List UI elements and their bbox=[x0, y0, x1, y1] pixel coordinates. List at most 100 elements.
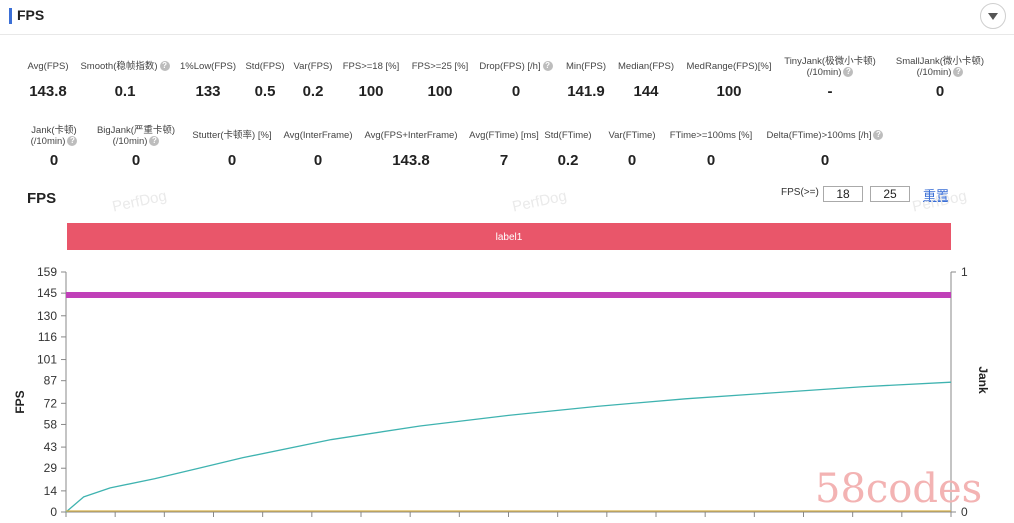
stat-item: MedRange(FPS)[%] 100 bbox=[659, 61, 799, 100]
section-title: FPS bbox=[17, 7, 45, 23]
stat-item: Drop(FPS) [/h]? 0 bbox=[446, 61, 586, 100]
stat-label: Delta(FTime)>100ms [/h]? bbox=[755, 130, 895, 141]
stat-item: Avg(FTime) [ms] 7 bbox=[434, 130, 574, 169]
y-tick-label: 130 bbox=[37, 309, 57, 323]
y-tick-label: 72 bbox=[44, 396, 58, 410]
stat-label: Smooth(稳帧指数)? bbox=[55, 61, 195, 72]
stat-value: 7 bbox=[499, 152, 509, 169]
stat-item: Std(FPS) 0.5 bbox=[195, 61, 335, 100]
stat-item: Avg(FPS) 143.8 bbox=[0, 61, 118, 100]
y2-axis-label: Jank bbox=[976, 366, 990, 394]
stat-value: 100 bbox=[716, 83, 742, 100]
y-tick-label: 101 bbox=[37, 353, 57, 367]
stat-item: Median(FPS) 144 bbox=[576, 61, 716, 100]
stat-label: Std(FPS) bbox=[245, 61, 285, 72]
stat-label: SmallJank(微小卡顿) (/10min)? bbox=[895, 56, 985, 78]
stat-label: Avg(FPS+InterFrame) bbox=[364, 130, 458, 141]
stat-item: FTime>=100ms [%] 0 bbox=[641, 130, 781, 169]
stat-item: Var(FPS) 0.2 bbox=[243, 61, 383, 100]
y2-tick-label: 1 bbox=[961, 265, 968, 279]
stat-value: 133 bbox=[195, 83, 221, 100]
stat-item: Smooth(稳帧指数)? 0.1 bbox=[55, 61, 195, 100]
help-icon[interactable]: ? bbox=[873, 130, 884, 141]
y-tick-label: 87 bbox=[44, 374, 58, 388]
stat-item: Min(FPS) 141.9 bbox=[516, 61, 656, 100]
fps-threshold-low-input[interactable]: 18 bbox=[823, 186, 863, 202]
help-icon[interactable]: ? bbox=[542, 61, 553, 72]
y-tick-label: 159 bbox=[37, 265, 57, 279]
stat-value: 0 bbox=[131, 152, 141, 169]
stat-label: TinyJank(极微小卡顿) (/10min)? bbox=[784, 56, 876, 78]
stat-value: 0.2 bbox=[557, 152, 579, 169]
stat-value: 0 bbox=[313, 152, 323, 169]
stat-label: 1%Low(FPS) bbox=[180, 61, 236, 72]
stat-value: 0 bbox=[511, 83, 521, 100]
stat-item: Var(FTime) 0 bbox=[562, 130, 702, 169]
help-icon[interactable]: ? bbox=[953, 67, 964, 78]
chevron-down-icon bbox=[988, 13, 998, 20]
stat-label: FPS>=25 [%] bbox=[411, 61, 469, 72]
stat-label: FTime>=100ms [%] bbox=[669, 130, 753, 141]
stat-item: FPS>=18 [%] 100 bbox=[301, 61, 441, 100]
stat-label: BigJank(严重卡顿) (/10min)? bbox=[96, 125, 176, 147]
y-tick-label: 0 bbox=[50, 505, 57, 519]
help-icon[interactable]: ? bbox=[843, 67, 854, 78]
stat-value: 143.8 bbox=[392, 152, 430, 169]
fps-threshold-label: FPS(>=) bbox=[781, 187, 819, 198]
stat-value: 100 bbox=[358, 83, 384, 100]
stat-value: 0.2 bbox=[302, 83, 324, 100]
y-tick-label: 29 bbox=[44, 461, 58, 475]
fps-threshold-high-input[interactable]: 25 bbox=[870, 186, 910, 202]
stat-label: FPS>=18 [%] bbox=[342, 61, 400, 72]
stat-value: 141.9 bbox=[567, 83, 605, 100]
stat-label: Avg(InterFrame) bbox=[283, 130, 353, 141]
help-icon[interactable]: ? bbox=[149, 136, 160, 147]
stat-item: Std(FTime) 0.2 bbox=[498, 130, 638, 169]
collapse-button[interactable] bbox=[980, 3, 1006, 29]
stat-label: MedRange(FPS)[%] bbox=[686, 61, 772, 72]
stat-item: SmallJank(微小卡顿) (/10min)? 0 bbox=[870, 56, 1010, 100]
stat-item: Jank(卡顿) (/10min)? 0 bbox=[0, 125, 124, 169]
help-icon[interactable]: ? bbox=[67, 136, 78, 147]
help-icon[interactable]: ? bbox=[159, 61, 170, 72]
stat-item: Avg(InterFrame) 0 bbox=[248, 130, 388, 169]
stat-label: Jank(卡顿) (/10min)? bbox=[30, 125, 78, 147]
stat-value: 0 bbox=[706, 152, 716, 169]
y-axis-label: FPS bbox=[13, 390, 27, 413]
stat-value: 0 bbox=[227, 152, 237, 169]
stat-value: 0 bbox=[627, 152, 637, 169]
reset-button[interactable]: 重置 bbox=[923, 188, 950, 203]
y-tick-label: 43 bbox=[44, 440, 58, 454]
stat-label: Avg(FPS) bbox=[27, 61, 69, 72]
stat-value: 0.5 bbox=[254, 83, 276, 100]
stat-value: 144 bbox=[633, 83, 659, 100]
stat-value: 143.8 bbox=[29, 83, 67, 100]
stat-item: FPS>=25 [%] 100 bbox=[370, 61, 510, 100]
stat-label: Drop(FPS) [/h]? bbox=[446, 61, 586, 72]
stat-label: Avg(FTime) [ms] bbox=[469, 130, 539, 141]
stat-item: Avg(FPS+InterFrame) 143.8 bbox=[341, 130, 481, 169]
stat-value: 0.1 bbox=[114, 83, 136, 100]
stat-label: Std(FTime) bbox=[544, 130, 592, 141]
stat-label: Median(FPS) bbox=[618, 61, 674, 72]
stat-item: Stutter(卡顿率) [%] 0 bbox=[162, 130, 302, 169]
y2-tick-label: 0 bbox=[961, 505, 968, 519]
stat-label: Var(FTime) bbox=[608, 130, 656, 141]
y-tick-label: 116 bbox=[38, 330, 57, 344]
stat-value: 0 bbox=[935, 83, 945, 100]
series-line bbox=[65, 381, 952, 513]
stat-value: 0 bbox=[820, 152, 830, 169]
stat-label: Stutter(卡顿率) [%] bbox=[192, 130, 272, 141]
label-band bbox=[67, 223, 951, 250]
y-tick-label: 145 bbox=[37, 286, 57, 300]
section-accent-bar bbox=[9, 8, 12, 24]
stat-item: BigJank(严重卡顿) (/10min)? 0 bbox=[66, 125, 206, 169]
stat-item: Delta(FTime)>100ms [/h]? 0 bbox=[755, 130, 895, 169]
stat-label: Var(FPS) bbox=[293, 61, 333, 72]
stat-item: TinyJank(极微小卡顿) (/10min)? - bbox=[760, 56, 900, 100]
section-header: FPS bbox=[0, 0, 1014, 35]
stat-value: 100 bbox=[427, 83, 453, 100]
stat-item: 1%Low(FPS) 133 bbox=[138, 61, 278, 100]
stat-label: Min(FPS) bbox=[565, 61, 607, 72]
